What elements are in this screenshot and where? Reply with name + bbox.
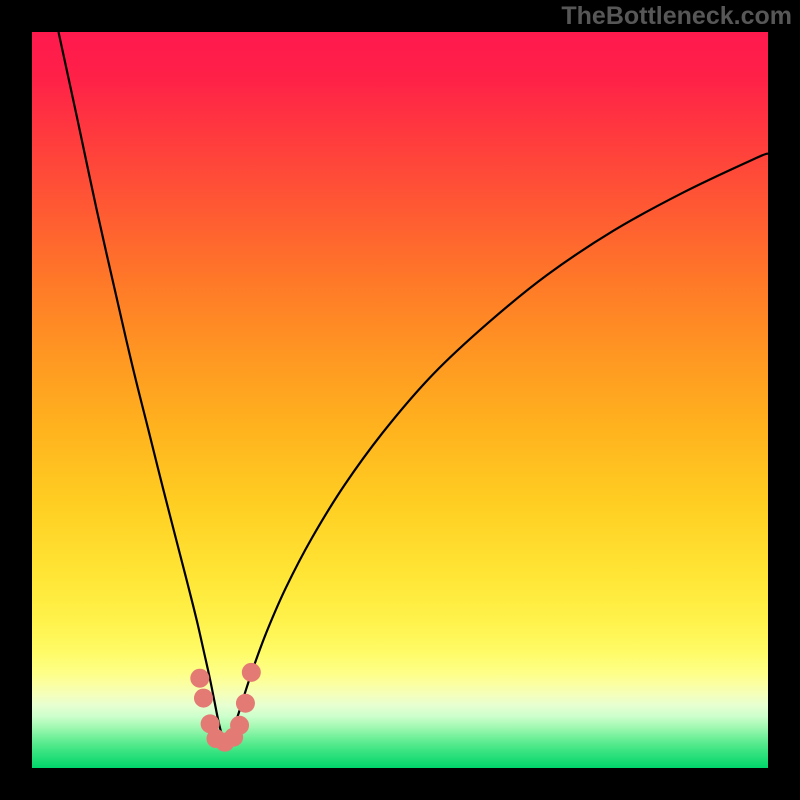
marker-point [236, 694, 255, 713]
marker-group [190, 663, 261, 752]
chart-container: TheBottleneck.com [0, 0, 800, 800]
marker-point [194, 689, 213, 708]
curve-layer [0, 0, 800, 800]
marker-point [190, 669, 209, 688]
marker-point [230, 716, 249, 735]
left-curve [59, 32, 225, 742]
marker-point [242, 663, 261, 682]
right-curve [225, 153, 768, 742]
